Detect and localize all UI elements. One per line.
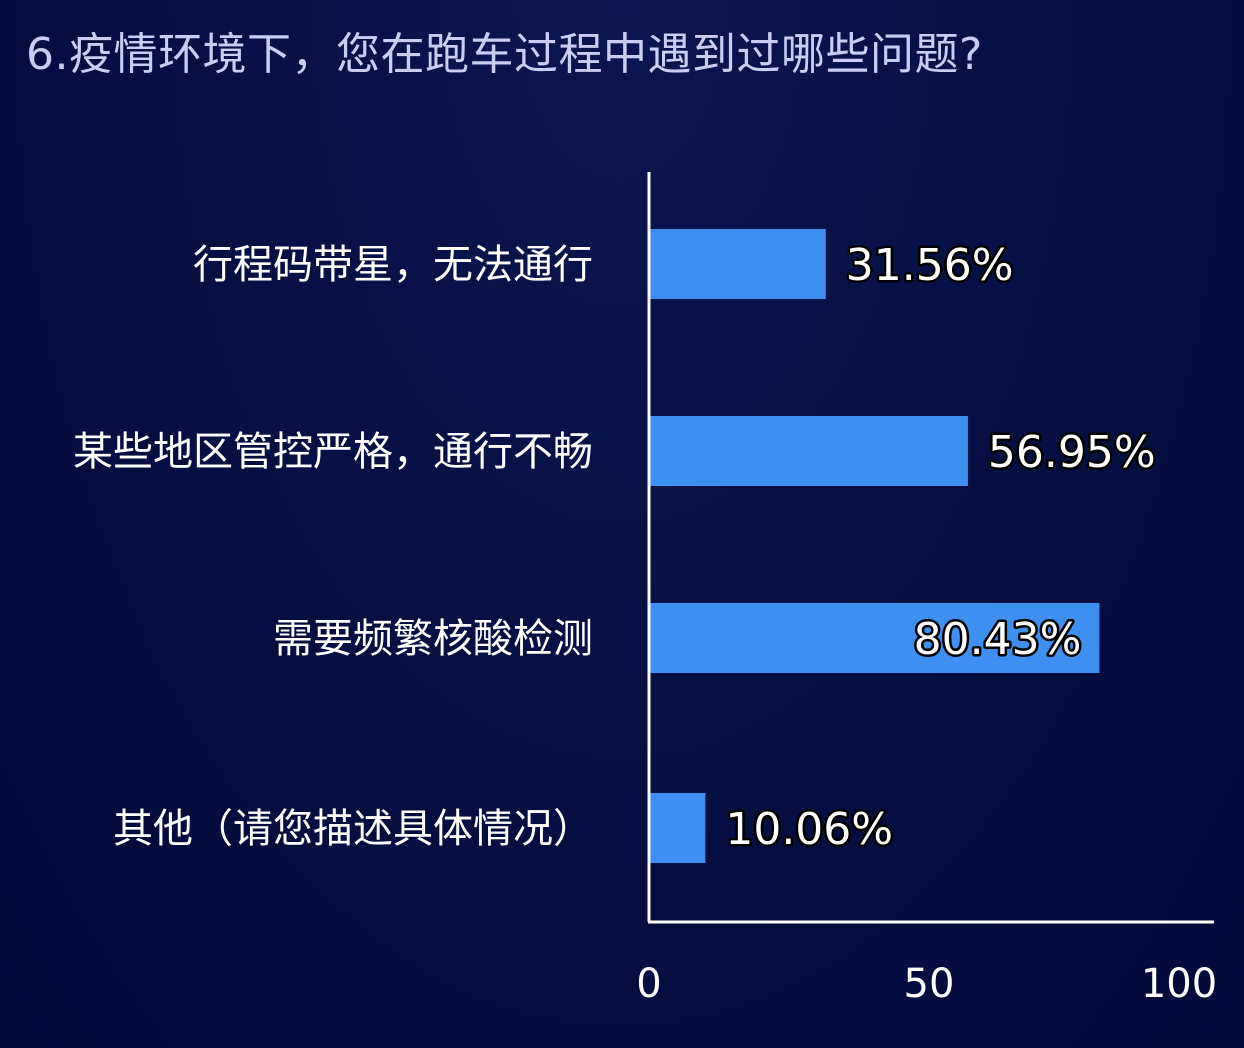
bar [649,603,1100,673]
x-tick-label: 50 [904,961,955,1007]
bar [649,416,968,486]
chart-title: 6.疫情环境下，您在跑车过程中遇到过哪些问题? [26,29,983,80]
value-label: 80.43% [914,614,1082,665]
bars-group [649,229,1100,863]
x-tick-label: 0 [636,961,661,1007]
category-label: 行程码带星，无法通行 [193,242,593,288]
category-label: 某些地区管控严格，通行不畅 [73,429,593,475]
category-label: 需要频繁核酸检测 [273,616,593,662]
value-labels-group: 31.56% 56.95% 80.43% 10.06% [723,238,1158,858]
value-label: 56.95% [988,427,1156,478]
value-label: 31.56% [846,240,1014,291]
value-label: 10.06% [725,804,893,855]
bar [649,793,706,863]
category-label: 其他（请您描述具体情况） [113,806,593,852]
x-tick-label: 100 [1141,961,1217,1007]
x-tick-labels-group: 0 50 100 [636,961,1217,1007]
bar [649,229,826,299]
category-labels-group: 行程码带星，无法通行某些地区管控严格，通行不畅需要频繁核酸检测其他（请您描述具体… [73,242,593,852]
